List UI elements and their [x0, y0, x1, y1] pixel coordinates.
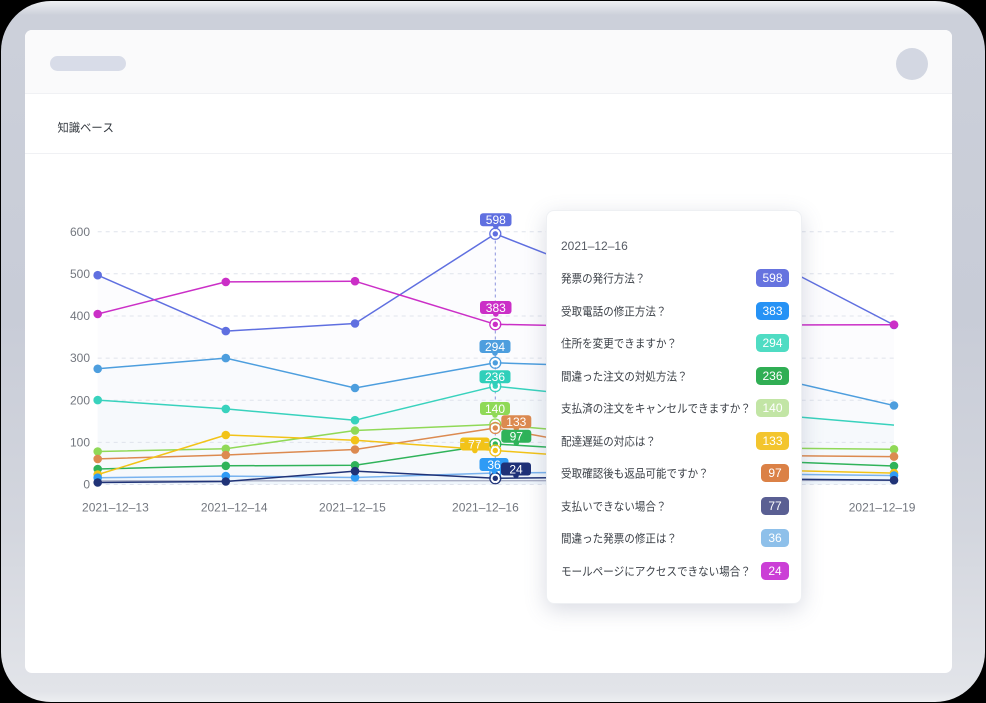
svg-text:300: 300 [70, 351, 90, 365]
svg-text:24: 24 [509, 462, 523, 476]
svg-text:97: 97 [510, 430, 524, 444]
svg-text:2021–12–19: 2021–12–19 [849, 500, 916, 514]
svg-text:236: 236 [485, 370, 505, 384]
svg-text:500: 500 [70, 267, 90, 281]
svg-text:200: 200 [70, 393, 90, 407]
svg-text:0: 0 [83, 478, 90, 492]
svg-text:140: 140 [485, 402, 505, 416]
svg-text:2021–12–15: 2021–12–15 [319, 500, 386, 514]
svg-text:36: 36 [487, 458, 501, 472]
svg-text:2021–12–13: 2021–12–13 [82, 500, 149, 514]
svg-text:2021–12–16: 2021–12–16 [452, 500, 519, 514]
svg-text:383: 383 [486, 301, 506, 315]
svg-text:100: 100 [70, 436, 90, 450]
svg-text:600: 600 [70, 225, 90, 239]
svg-text:2021–12–14: 2021–12–14 [201, 500, 268, 514]
svg-text:598: 598 [486, 213, 506, 227]
svg-text:133: 133 [506, 415, 526, 429]
svg-text:294: 294 [485, 340, 505, 354]
svg-text:400: 400 [70, 309, 90, 323]
svg-text:77: 77 [468, 437, 482, 451]
